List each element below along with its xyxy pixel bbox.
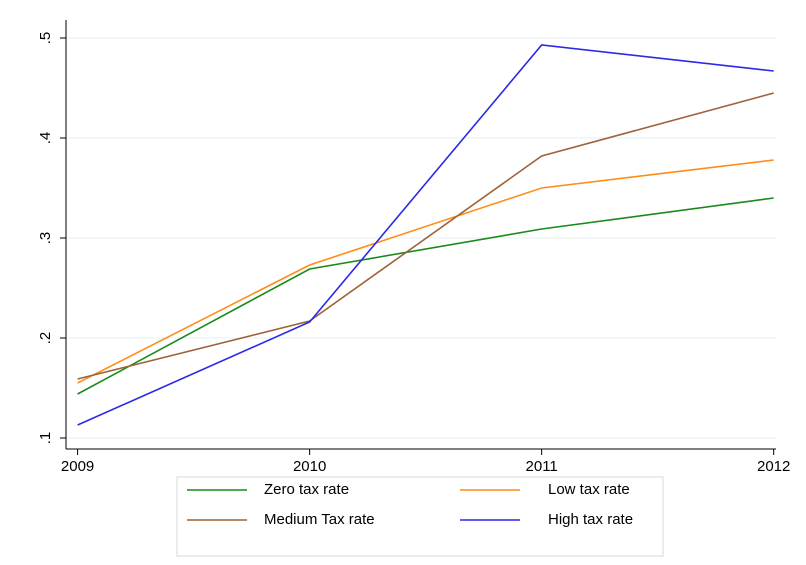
legend-label: Medium Tax rate xyxy=(264,511,375,528)
legend-label: High tax rate xyxy=(548,511,633,528)
y-tick-label: .3 xyxy=(37,232,54,245)
legend-label: Low tax rate xyxy=(548,481,630,498)
x-tick-label: 2011 xyxy=(526,458,558,475)
x-tick-label: 2012 xyxy=(757,458,790,475)
x-tick-label: 2009 xyxy=(61,458,94,475)
series-line xyxy=(77,197,774,395)
x-tick-label: 2010 xyxy=(293,458,326,475)
series-line xyxy=(77,92,774,380)
y-tick-label: .2 xyxy=(37,332,54,345)
series-line xyxy=(77,159,774,384)
legend-box xyxy=(176,476,664,557)
y-tick-label: .1 xyxy=(37,432,54,445)
legend-label: Zero tax rate xyxy=(264,481,349,498)
series-line xyxy=(77,44,774,426)
y-tick-label: .5 xyxy=(37,32,54,45)
y-tick-label: .4 xyxy=(37,132,54,145)
